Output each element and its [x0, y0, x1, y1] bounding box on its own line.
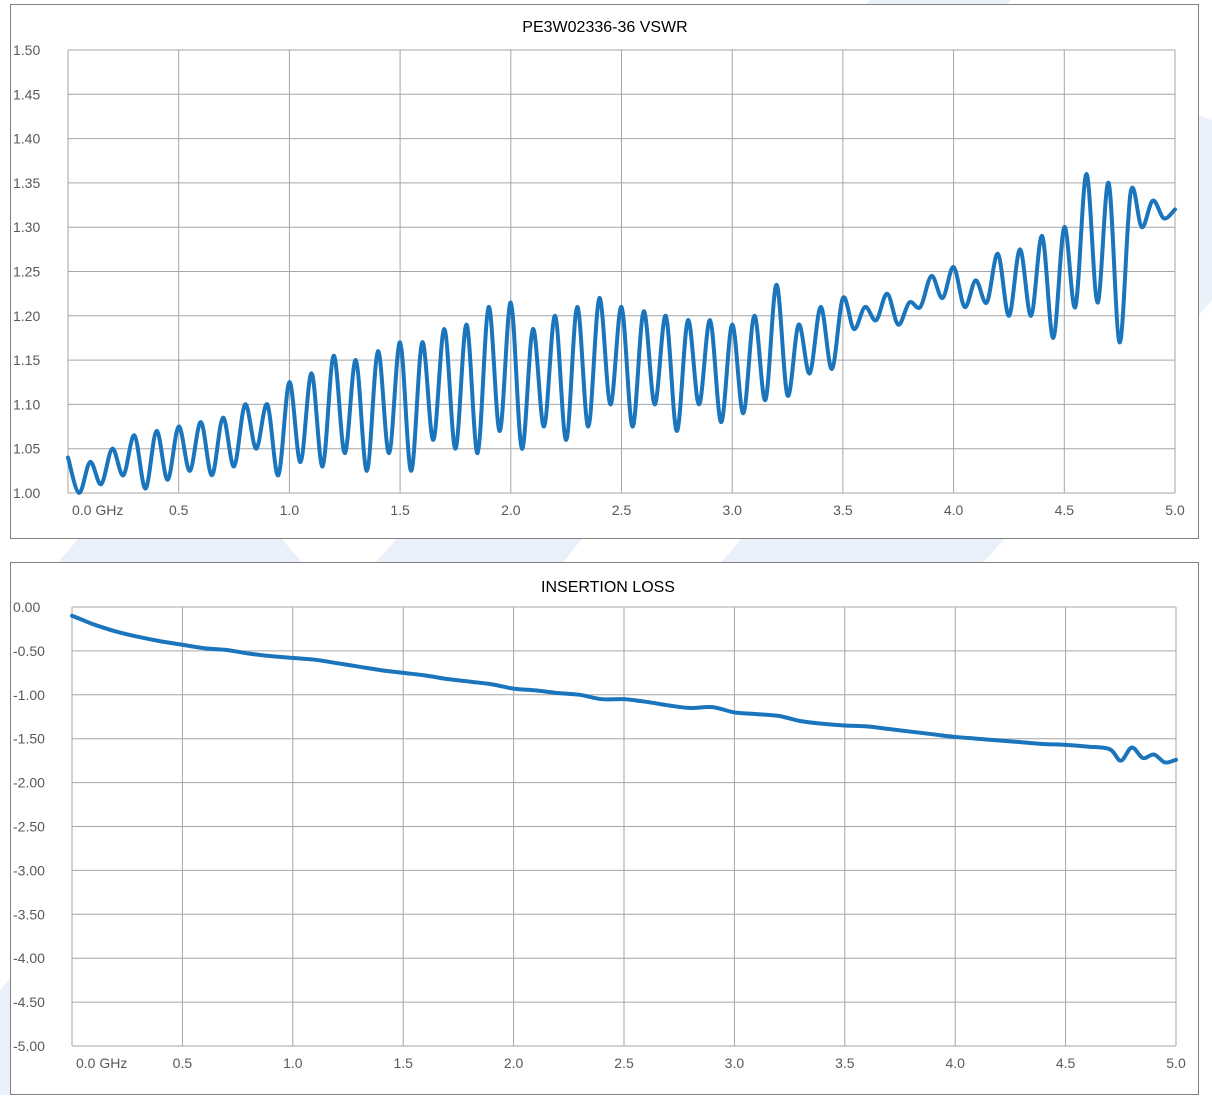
x-tick-label: 2.0: [504, 1055, 524, 1071]
x-tick-label: 3.0: [725, 1055, 745, 1071]
y-tick-label: 1.25: [13, 264, 40, 280]
y-tick-label: -1.50: [13, 731, 45, 747]
x-tick-label: 4.0: [944, 502, 964, 518]
y-tick-label: -4.50: [13, 994, 45, 1010]
x-tick-label: 0.0 GHz: [72, 502, 123, 518]
y-tick-label: -0.50: [13, 643, 45, 659]
x-tick-label: 3.0: [722, 502, 742, 518]
x-tick-label: 0.0 GHz: [76, 1055, 127, 1071]
y-tick-label: -2.50: [13, 819, 45, 835]
x-tick-label: 1.5: [393, 1055, 413, 1071]
y-tick-label: 1.35: [13, 175, 40, 191]
x-tick-label: 3.5: [833, 502, 853, 518]
vswr-chart: PE3W02336-36 VSWR 1.00 1.05 1.10 1.15 1.20 1.…: [10, 4, 1199, 539]
y-tick-label: 1.10: [13, 396, 40, 412]
y-tick-label: 1.20: [13, 308, 40, 324]
x-tick-label: 2.5: [612, 502, 632, 518]
vswr-plot: PE3W02336-36 VSWR 1.001.051.101.151.201.…: [13, 19, 1185, 518]
y-tick-label: -1.00: [13, 687, 45, 703]
x-tick-label: 5.0: [1165, 502, 1185, 518]
x-tick-label: 1.0: [280, 502, 300, 518]
x-axis-labels: 0.0 GHz 0.5 1.0 1.5 2.0 2.5 3.0 3.5 4.0 4.5 5.0: [72, 502, 1185, 518]
x-tick-label: 2.5: [614, 1055, 634, 1071]
chart-title: INSERTION LOSS: [541, 579, 675, 596]
insertion-loss-series-line: [70, 613, 1178, 765]
insertion-loss-gridlines: [71, 606, 1177, 1047]
vswr-series-line: [66, 172, 1177, 496]
y-tick-label: 0.00: [13, 599, 40, 615]
x-tick-label: 3.5: [835, 1055, 855, 1071]
y-axis-labels: 1.00 1.05 1.10 1.15 1.20 1.25 1.30 1.35 1.40 1.45…: [13, 42, 40, 501]
chart-title: PE3W02336-36 VSWR: [522, 19, 687, 36]
y-tick-label: -3.00: [13, 862, 45, 878]
vswr-gridlines: [67, 49, 1176, 494]
y-tick-label: 1.45: [13, 86, 40, 102]
x-tick-label: 4.5: [1055, 502, 1075, 518]
y-tick-label: 1.50: [13, 42, 40, 58]
y-tick-label: -3.50: [13, 906, 45, 922]
x-tick-label: 5.0: [1166, 1055, 1186, 1071]
y-tick-label: -5.00: [13, 1038, 45, 1054]
x-tick-label: 4.5: [1056, 1055, 1076, 1071]
x-axis-labels: 0.0 GHz 0.5 1.0 1.5 2.0 2.5 3.0 3.5 4.0 4.5 5.0: [76, 1055, 1186, 1071]
x-tick-label: 4.0: [945, 1055, 965, 1071]
x-tick-label: 0.5: [169, 502, 189, 518]
y-tick-label: -2.00: [13, 775, 45, 791]
x-tick-label: 2.0: [501, 502, 521, 518]
insertion-loss-plot: INSERTION LOSS 0.00 -0.50 -1.00 -1.50 -2.00 -…: [13, 579, 1186, 1071]
insertion-loss-chart: INSERTION LOSS 0.00 -0.50 -1.00 -1.50 -2.00 -…: [10, 562, 1199, 1095]
y-tick-label: 1.15: [13, 352, 40, 368]
y-tick-label: 1.40: [13, 131, 40, 147]
x-tick-label: 1.5: [390, 502, 410, 518]
y-tick-label: 1.30: [13, 219, 40, 235]
y-tick-label: 1.00: [13, 485, 40, 501]
x-tick-label: 1.0: [283, 1055, 303, 1071]
y-tick-label: -4.00: [13, 950, 45, 966]
y-tick-label: 1.05: [13, 441, 40, 457]
y-axis-labels: 0.00 -0.50 -1.00 -1.50 -2.00 -2.50 -3.00 -3.50 -…: [13, 599, 45, 1054]
x-tick-label: 0.5: [173, 1055, 193, 1071]
